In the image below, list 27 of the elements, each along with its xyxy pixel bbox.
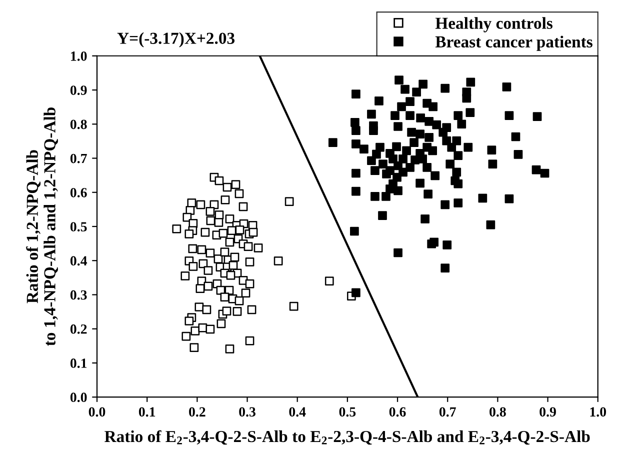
x-tick-label: 0.3 (239, 407, 256, 417)
y-tick-label: 0.3 (70, 290, 87, 300)
x-tick-label: 0.7 (439, 407, 456, 417)
x-tick-label: 0.0 (88, 407, 106, 417)
y-tick-label: 0.5 (70, 222, 87, 232)
legend-label: Breast cancer patients (435, 36, 592, 51)
x-tick-label: 0.2 (189, 407, 206, 417)
y-tick-label: 0.6 (70, 188, 87, 198)
x-tick-label: 0.8 (490, 407, 506, 417)
x-tick-label: 0.5 (339, 407, 356, 417)
x-tick-label: 1.0 (590, 407, 606, 417)
y-tick-label: 0.1 (70, 358, 87, 368)
x-tick-label: 0.1 (138, 407, 156, 417)
legend-label: Healthy controls (435, 17, 552, 32)
y-tick-label: 0.9 (70, 86, 87, 96)
y-tick-label: 0.8 (70, 120, 87, 130)
x-tick-label: 0.6 (389, 407, 406, 417)
y-tick-label: 0.2 (70, 324, 87, 334)
y-axis-title: Ratio of 1,2-NPQ-Alb to 1,4-NPQ-Alb and 1,2-NPQ-Alb (26, 107, 58, 346)
y-tick-label: 1.0 (71, 51, 87, 61)
x-tick-label: 0.4 (289, 407, 306, 417)
text: Y=(-3.17)X+2.03 (117, 32, 235, 48)
x-tick-label: 0.9 (540, 407, 556, 417)
y-tick-label: 0.4 (70, 256, 88, 266)
x-axis-title: Ratio of E$_{2}$-3,4-Q-2-S-Alb to E$_{2}$-2,3-Q-4-S-Alb and E$_{2}$-3,4-Q-2-S-Alb (104, 430, 590, 445)
y-tick-label: 0.7 (70, 154, 87, 164)
y-tick-label: 0.0 (70, 392, 87, 402)
